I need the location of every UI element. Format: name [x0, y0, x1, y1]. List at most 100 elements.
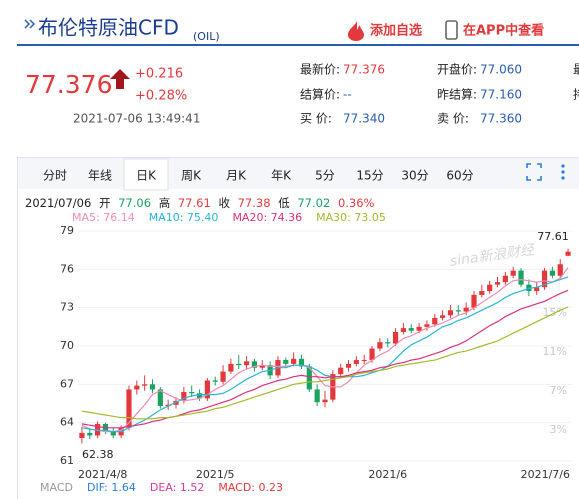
tab[interactable]: 日K: [136, 169, 157, 183]
candle-body: [149, 384, 156, 390]
ohlc-label: 低: [278, 196, 290, 210]
macd-item: MACD: [40, 481, 73, 494]
candle-body: [557, 264, 563, 276]
y-tick-label: 76: [60, 262, 74, 275]
candle-body: [392, 331, 399, 344]
candle-body: [353, 360, 359, 364]
stat-value: --: [343, 88, 352, 102]
candle-body: [510, 270, 516, 276]
candle-body: [298, 358, 305, 367]
stat-label: 开盘价:: [437, 62, 477, 77]
change-pct: +0.28%: [135, 89, 187, 104]
legend-entry: MA20: 74.36: [232, 211, 302, 224]
y2-tick-label: 3%: [550, 423, 567, 436]
stat-value: 77.060: [480, 63, 522, 77]
candle-body: [361, 360, 367, 362]
candle-body: [306, 366, 312, 390]
macd-item: MACD: 0.23: [218, 481, 283, 494]
candle-body: [565, 251, 571, 256]
ma-line: [81, 267, 569, 433]
macd-item: DIF: 1.64: [87, 481, 136, 494]
stat-label: 最: [573, 63, 579, 77]
y-tick-label: 79: [60, 224, 74, 237]
more-icon[interactable]: [561, 164, 565, 180]
stat-label: 结算价:: [300, 87, 340, 102]
tab[interactable]: 周K: [181, 169, 202, 183]
candle-body: [126, 389, 132, 428]
ohlc-date: 2021/07/06: [25, 196, 91, 210]
tab[interactable]: 30分: [401, 169, 428, 183]
candle-body: [440, 315, 446, 318]
add-watch[interactable]: 添加自选: [370, 23, 422, 39]
tab[interactable]: 15分: [356, 169, 383, 183]
ohlc-value: 77.61: [178, 196, 211, 210]
x-tick-label: 2021/4/8: [78, 468, 127, 481]
candle-body: [322, 399, 328, 403]
ma-line: [81, 306, 569, 420]
candle-body: [432, 317, 438, 325]
fullscreen-icon[interactable]: [526, 163, 542, 181]
ohlc-label: 高: [159, 196, 171, 210]
up-arrow: [110, 69, 130, 89]
candle-body: [541, 270, 548, 288]
candle-body: [385, 342, 391, 344]
y2-tick-label: 7%: [550, 384, 567, 397]
candle-body: [447, 310, 454, 316]
candle-body: [400, 328, 407, 332]
candle-body: [212, 380, 218, 382]
stats: 最新价:77.376 开盘价:77.060 最结算价:-- 昨结算:77.160 持买 …: [300, 62, 579, 126]
candle-body: [408, 328, 414, 331]
tab[interactable]: 5分: [315, 169, 335, 183]
ma-legend: MA5: 76.14 MA10: 75.40 MA20: 74.36 MA30: 73…: [72, 211, 386, 224]
candle-body: [338, 367, 344, 375]
tab[interactable]: 月K: [226, 169, 247, 183]
high-annotation: 77.61: [537, 230, 569, 243]
candle-body: [526, 284, 532, 292]
x-tick-label: 2021/7/6: [521, 468, 570, 481]
y-tick-label: 67: [60, 377, 74, 390]
stat-label: 卖 价:: [437, 112, 469, 126]
candle-body: [157, 389, 163, 407]
ohlc-value: 77.38: [238, 196, 271, 210]
code: (OIL): [193, 30, 220, 43]
y-tick-label: 61: [60, 454, 74, 467]
candle-body: [518, 270, 524, 285]
ohlc-value: 77.02: [297, 196, 330, 210]
fire-icon: [348, 21, 364, 41]
x-tick-label: 2021/5: [196, 468, 235, 481]
candle-body: [243, 361, 250, 366]
tab[interactable]: 年K: [271, 169, 292, 183]
open-app[interactable]: 在APP中查看: [463, 23, 544, 39]
candle-body: [291, 358, 297, 364]
candle-body: [494, 282, 501, 285]
tab[interactable]: 60分: [446, 169, 473, 183]
candle-body: [251, 361, 258, 368]
legend-entry: MA5: 76.14: [72, 211, 135, 224]
stat-label: 持: [573, 87, 579, 102]
tab-bar: [18, 158, 579, 189]
candle-body: [455, 310, 461, 312]
y-tick-label: 70: [60, 339, 74, 352]
stat-label: 买 价:: [300, 112, 332, 126]
price: 77.376: [25, 70, 112, 99]
candle-body: [534, 287, 540, 292]
y-tick-label: 64: [60, 416, 74, 429]
candle-body: [79, 432, 85, 438]
ohlc-label: 收: [218, 196, 230, 210]
macd-row: MACD DIF: 1.64 DEA: 1.52 MACD: 0.23: [40, 481, 283, 494]
candle-body: [424, 324, 430, 327]
tab[interactable]: 年线: [88, 169, 112, 183]
candle-body: [236, 363, 242, 366]
candle-body: [502, 275, 508, 283]
ohlc-row: 2021/07/06 开 77.06 高 77.61 收 77.38 低 77.…: [25, 196, 375, 210]
ma-line: [81, 289, 569, 429]
candle-body: [189, 392, 195, 394]
candle-body: [196, 393, 203, 399]
ohlc-change: 0.36%: [338, 196, 375, 210]
tab[interactable]: 分时: [43, 169, 67, 183]
y2-tick-label: 11%: [543, 345, 567, 358]
candle-body: [87, 432, 93, 436]
